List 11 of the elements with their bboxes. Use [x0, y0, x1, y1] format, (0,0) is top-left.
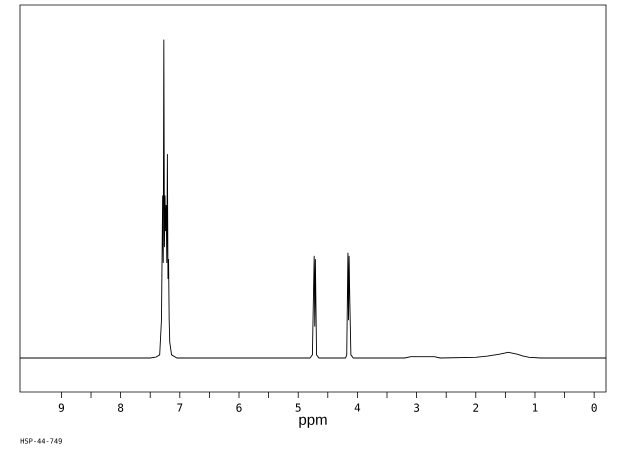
x-tick-label: 9 — [58, 404, 64, 412]
x-tick-label: 2 — [473, 404, 478, 412]
x-tick-label: 6 — [236, 404, 242, 412]
x-tick-label: 7 — [177, 404, 182, 412]
x-tick-label: 5 — [296, 404, 301, 412]
x-axis-title: ppm — [299, 416, 327, 428]
x-tick-label: 8 — [118, 404, 124, 412]
x-tick-label: 1 — [532, 404, 538, 412]
x-tick-label: 3 — [414, 404, 420, 412]
x-tick-label: 0 — [592, 404, 597, 412]
x-tick-label: 4 — [354, 404, 360, 412]
